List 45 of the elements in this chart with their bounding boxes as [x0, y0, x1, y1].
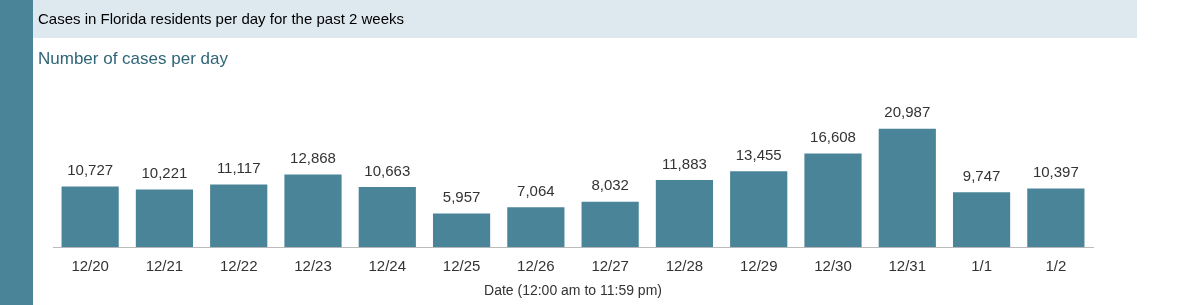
- data-label: 9,747: [962, 166, 1001, 184]
- bar: [61, 186, 119, 248]
- bar: [210, 184, 268, 248]
- x-tick-label: 12/24: [368, 257, 407, 275]
- x-tick-label: 1/2: [1045, 257, 1067, 275]
- bar: [284, 174, 342, 248]
- x-tick-label: 12/22: [219, 257, 258, 275]
- x-axis-title: Date (12:00 am to 11:59 pm): [484, 282, 662, 299]
- bar: [507, 207, 565, 248]
- data-label: 10,397: [1032, 163, 1079, 181]
- bar: [655, 180, 714, 248]
- x-tick-label: 12/20: [71, 257, 109, 275]
- chart-subtitle: Number of cases per day: [38, 49, 228, 69]
- data-label: 20,987: [884, 103, 931, 121]
- x-tick-label: 12/29: [739, 257, 778, 275]
- data-label: 12,868: [290, 149, 336, 167]
- data-label: 10,727: [67, 161, 114, 179]
- x-tick-label: 12/30: [814, 257, 852, 275]
- data-label: 5,957: [442, 188, 481, 206]
- x-tick-label: 12/28: [665, 257, 704, 275]
- x-tick-label: 12/27: [591, 257, 629, 275]
- bar: [358, 186, 416, 248]
- bar: [135, 189, 194, 248]
- data-label: 11,117: [216, 159, 261, 177]
- data-label: 7,064: [517, 181, 555, 199]
- x-tick-label: 12/21: [145, 257, 184, 275]
- bar: [730, 171, 788, 248]
- bar: [581, 201, 639, 248]
- data-label: 16,608: [810, 128, 856, 146]
- data-label: 8,032: [591, 176, 629, 194]
- data-label: 11,883: [662, 154, 707, 172]
- bar: [804, 153, 862, 248]
- bar: [952, 192, 1011, 248]
- x-tick-label: 12/23: [294, 257, 332, 275]
- bar: [878, 128, 936, 248]
- x-tick-label: 12/31: [888, 257, 927, 275]
- x-tick-label: 12/26: [517, 257, 555, 275]
- chart-title: Cases in Florida residents per day for the past 2 weeks: [38, 10, 405, 27]
- data-label: 10,663: [364, 161, 411, 179]
- data-label: 10,221: [141, 164, 188, 182]
- x-tick-label: 12/25: [442, 257, 481, 275]
- bar: [1027, 188, 1085, 248]
- bar: [432, 213, 491, 248]
- x-tick-label: 1/1: [971, 257, 992, 275]
- data-label: 13,455: [735, 145, 782, 163]
